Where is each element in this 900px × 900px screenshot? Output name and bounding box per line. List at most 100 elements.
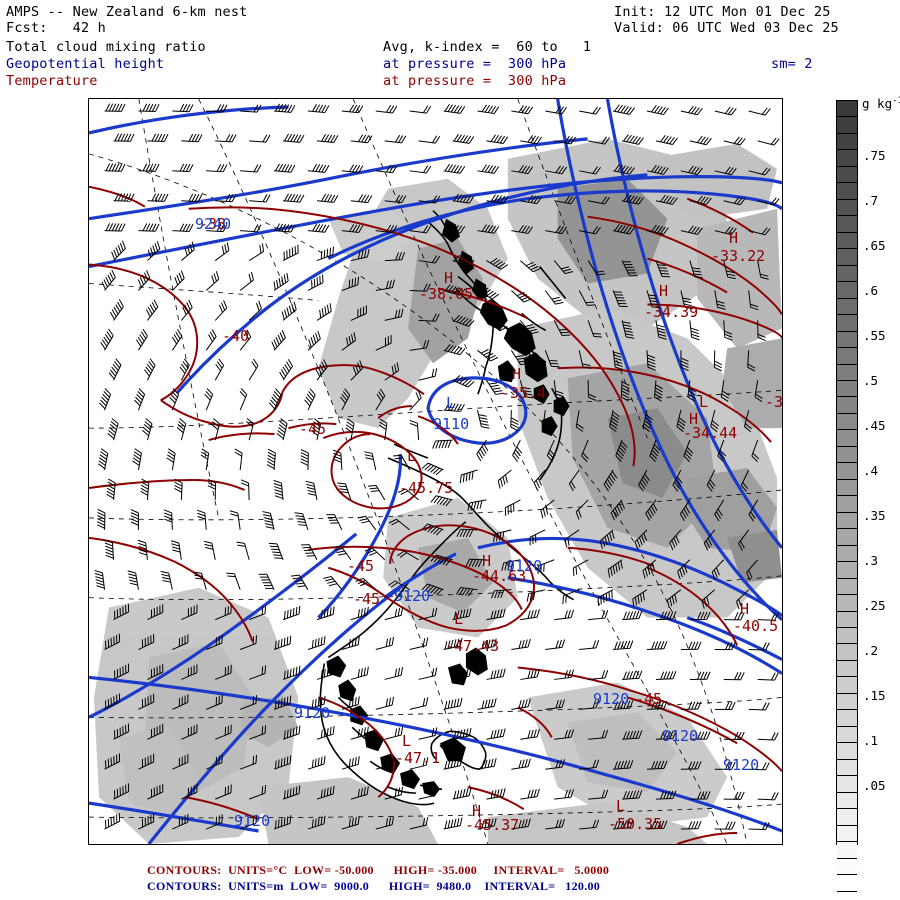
field-height-label: Geopotential height [6, 56, 165, 72]
wind-barb [587, 320, 603, 338]
wind-barb [714, 226, 737, 236]
wind-barb [579, 226, 601, 235]
wind-barb [240, 164, 262, 173]
wind-barb [135, 328, 148, 351]
wind-barb [307, 223, 330, 233]
wind-barb-layer [94, 103, 780, 831]
wind-barb [96, 508, 106, 530]
wind-barb [206, 754, 223, 770]
wind-barb [486, 318, 508, 332]
wind-barb [477, 638, 497, 651]
wind-barb [205, 271, 220, 291]
wind-barb [245, 418, 254, 441]
wind-barb [172, 754, 189, 770]
temperature-label: L [407, 447, 417, 465]
wind-barb [248, 605, 267, 621]
wind-barb [240, 224, 262, 233]
wind-barb [588, 196, 610, 205]
colorbar-cell [837, 199, 857, 217]
wind-barb [94, 569, 106, 590]
height-label: 9240 [195, 215, 232, 233]
wind-barb [248, 725, 267, 740]
weather-map-panel[interactable]: -38H-38.05-40H-33.22H-34.39H-35.4L-36.87… [88, 98, 783, 845]
wind-barb [211, 418, 221, 441]
wind-barb [612, 104, 635, 115]
wind-barb [443, 402, 465, 412]
wind-barb [477, 224, 500, 234]
wind-barb [714, 641, 736, 651]
temperature-label: H [729, 229, 739, 247]
wind-barb [680, 821, 702, 830]
wind-barb [137, 270, 151, 291]
wind-barb [418, 368, 438, 381]
height-label: L [446, 394, 456, 412]
wind-barb [273, 815, 292, 830]
wind-barb [113, 663, 130, 680]
wind-barb [748, 642, 770, 651]
wind-barb [622, 790, 643, 800]
wind-barb [680, 165, 703, 176]
wind-barb [452, 193, 475, 204]
wind-barb [418, 255, 441, 264]
wind-barb [545, 105, 568, 115]
wind-barb [680, 701, 702, 710]
height-contour-info: CONTOURS: UNITS=m LOW= 9000.0 HIGH= 9480… [147, 879, 601, 893]
valid-time: Valid: 06 UTC Wed 03 Dec 25 [614, 20, 839, 36]
wind-barb [375, 279, 396, 291]
wind-barb [713, 350, 723, 372]
wind-barb [610, 499, 626, 521]
wind-barb [206, 814, 223, 830]
colorbar-tick: .25 [863, 598, 886, 613]
wind-barb [645, 499, 658, 521]
colorbar-tick: .6 [863, 283, 879, 298]
wind-barb [375, 104, 398, 114]
wind-barb [384, 251, 406, 262]
wind-barb [215, 724, 232, 740]
wind-barb [748, 821, 770, 831]
wind-barb [214, 358, 225, 381]
wind-barb [113, 723, 130, 740]
wind-barb [206, 163, 228, 173]
wind-barb [746, 559, 759, 581]
wind-barb [138, 223, 160, 232]
wind-barb [714, 106, 737, 116]
coastline-fill-dark [326, 218, 570, 798]
wind-barb [575, 499, 589, 520]
wind-barb [609, 410, 620, 433]
wind-barb [138, 753, 155, 770]
wind-barb [170, 540, 182, 560]
footer: CONTOURS: UNITS=°C LOW= -50.000 HIGH= -3… [0, 858, 900, 900]
wind-barb [113, 193, 135, 202]
colorbar-cell [837, 809, 857, 826]
wind-barb [147, 723, 164, 740]
colorbar-cell [837, 446, 857, 464]
wind-barb [316, 666, 335, 680]
wind-barb [307, 815, 326, 830]
colorbar-gradient[interactable] [836, 100, 858, 892]
wind-barb [748, 107, 771, 116]
wind-barb [398, 488, 419, 501]
wind-barb [579, 819, 600, 830]
wind-barb [113, 133, 135, 142]
wind-barb [239, 271, 254, 291]
wind-barb [341, 332, 357, 351]
wind-barb [350, 726, 369, 740]
wind-barb [646, 700, 668, 710]
wind-barb [350, 666, 369, 680]
wind-barb [279, 358, 293, 381]
wind-barb [378, 418, 388, 441]
wind-barb [181, 604, 198, 621]
wind-barb [397, 550, 419, 561]
wind-barb [689, 135, 712, 146]
wind-barb [273, 479, 284, 500]
wind-barb [418, 787, 438, 800]
height-label: 9120 [294, 704, 331, 722]
wind-barb [294, 512, 309, 530]
wind-barb [689, 195, 712, 206]
wind-barb [332, 449, 343, 471]
wind-barb [680, 761, 702, 770]
colorbar-cell [837, 628, 857, 645]
wind-barb [754, 380, 763, 402]
wind-barb [234, 448, 243, 471]
wind-barb [443, 344, 466, 356]
